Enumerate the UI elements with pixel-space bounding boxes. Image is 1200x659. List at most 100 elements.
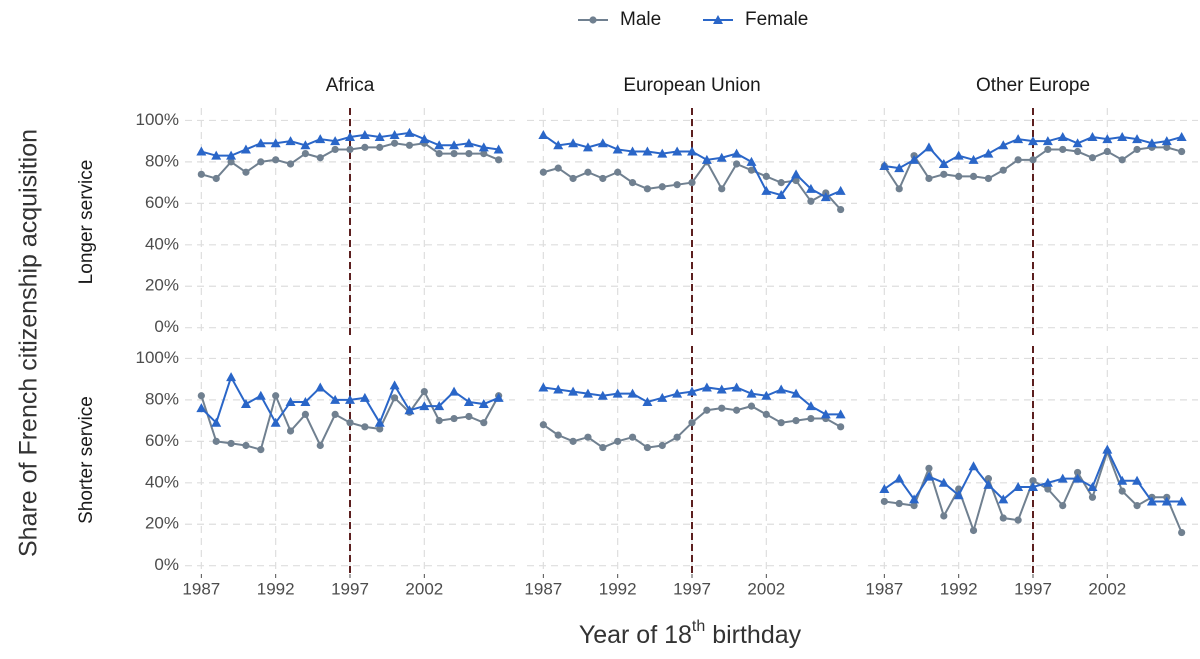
y-tick-label: 40% xyxy=(145,472,179,491)
triangle-marker xyxy=(1042,477,1053,487)
triangle-marker xyxy=(687,146,697,156)
triangle-marker xyxy=(597,390,608,400)
row-label: Longer service xyxy=(76,160,97,285)
circle-marker xyxy=(1178,528,1186,537)
circle-marker xyxy=(762,410,770,418)
circle-marker xyxy=(1178,147,1186,156)
triangle-marker xyxy=(404,127,415,137)
triangle-marker xyxy=(270,417,281,427)
triangle-marker xyxy=(345,132,355,142)
triangle-marker xyxy=(1176,496,1187,506)
circle-marker xyxy=(227,439,235,448)
y-tick-label: 0% xyxy=(154,555,179,574)
x-label-part: Year of 18 xyxy=(579,621,692,649)
triangle-marker xyxy=(582,388,593,398)
circle-marker xyxy=(673,433,681,441)
triangle-marker xyxy=(791,388,802,398)
circle-marker xyxy=(1118,156,1126,164)
circle-marker xyxy=(316,154,324,162)
circle-marker xyxy=(673,181,681,189)
triangle-marker xyxy=(701,382,712,392)
triangle-marker xyxy=(1087,481,1098,491)
circle-marker xyxy=(1088,493,1097,501)
circle-marker xyxy=(242,441,250,450)
triangle-marker xyxy=(1132,475,1143,485)
triangle-marker xyxy=(716,152,727,162)
circle-marker xyxy=(1014,156,1022,164)
triangle-marker xyxy=(983,148,994,158)
circle-marker xyxy=(1133,502,1141,510)
x-label-part: birthday xyxy=(705,621,801,649)
circle-marker xyxy=(376,143,384,151)
circle-marker xyxy=(197,392,205,400)
triangle-marker xyxy=(1161,496,1172,506)
triangle-marker xyxy=(493,144,504,154)
column-label: European Union xyxy=(623,75,760,96)
triangle-marker xyxy=(270,138,281,148)
circle-marker xyxy=(837,205,845,214)
triangle-marker xyxy=(553,384,564,394)
triangle-marker xyxy=(713,15,723,24)
circle-marker xyxy=(1044,485,1052,493)
triangle-marker xyxy=(909,154,920,164)
triangle-marker xyxy=(463,138,474,148)
circle-marker xyxy=(703,406,711,414)
circle-marker xyxy=(584,433,592,441)
circle-marker xyxy=(599,443,607,452)
triangle-marker xyxy=(761,390,772,400)
triangle-marker xyxy=(597,138,608,148)
triangle-marker xyxy=(285,136,296,146)
circle-marker xyxy=(480,150,488,158)
circle-marker xyxy=(420,388,428,396)
triangle-marker xyxy=(211,417,222,427)
triangle-marker xyxy=(1087,132,1098,142)
triangle-marker xyxy=(374,417,385,427)
triangle-marker xyxy=(627,388,638,398)
circle-marker xyxy=(390,394,399,402)
circle-marker xyxy=(792,417,800,425)
circle-marker xyxy=(227,158,235,166)
triangle-marker xyxy=(642,396,653,406)
triangle-marker xyxy=(196,146,207,156)
y-tick-label: 20% xyxy=(145,514,179,533)
triangle-marker xyxy=(672,146,683,156)
triangle-marker xyxy=(419,401,430,411)
y-tick-label: 40% xyxy=(145,234,179,253)
triangle-marker xyxy=(776,190,787,200)
circle-marker xyxy=(614,168,622,176)
triangle-marker xyxy=(1102,134,1113,144)
circle-marker xyxy=(212,437,220,445)
triangle-marker xyxy=(240,144,251,154)
x-tick-label: 1987 xyxy=(182,579,220,598)
legend-label: Female xyxy=(745,9,808,30)
triangle-marker xyxy=(1013,481,1024,491)
triangle-marker xyxy=(612,388,623,398)
triangle-marker xyxy=(953,490,964,500)
circle-marker xyxy=(361,143,369,151)
triangle-marker xyxy=(746,156,757,166)
circle-marker xyxy=(465,150,473,158)
circle-marker xyxy=(584,168,592,176)
triangle-marker xyxy=(315,134,326,144)
circle-marker xyxy=(984,475,993,483)
circle-marker xyxy=(999,514,1007,522)
circle-marker xyxy=(925,174,933,183)
triangle-marker xyxy=(820,192,831,202)
triangle-marker xyxy=(374,132,385,142)
triangle-marker xyxy=(1117,475,1128,485)
x-tick-label: 1992 xyxy=(257,579,295,598)
triangle-marker xyxy=(1013,134,1024,144)
triangle-marker xyxy=(923,471,934,481)
triangle-marker xyxy=(1072,138,1083,148)
triangle-marker xyxy=(419,134,430,144)
circle-marker xyxy=(1073,468,1082,477)
triangle-marker xyxy=(938,477,949,487)
triangle-marker xyxy=(538,129,549,139)
circle-marker xyxy=(376,425,384,433)
circle-marker xyxy=(257,446,265,454)
circle-marker xyxy=(272,156,280,164)
triangle-marker xyxy=(255,390,266,400)
triangle-marker xyxy=(1028,136,1038,146)
x-tick-label: 1992 xyxy=(940,579,978,598)
y-tick-label: 0% xyxy=(154,317,179,336)
